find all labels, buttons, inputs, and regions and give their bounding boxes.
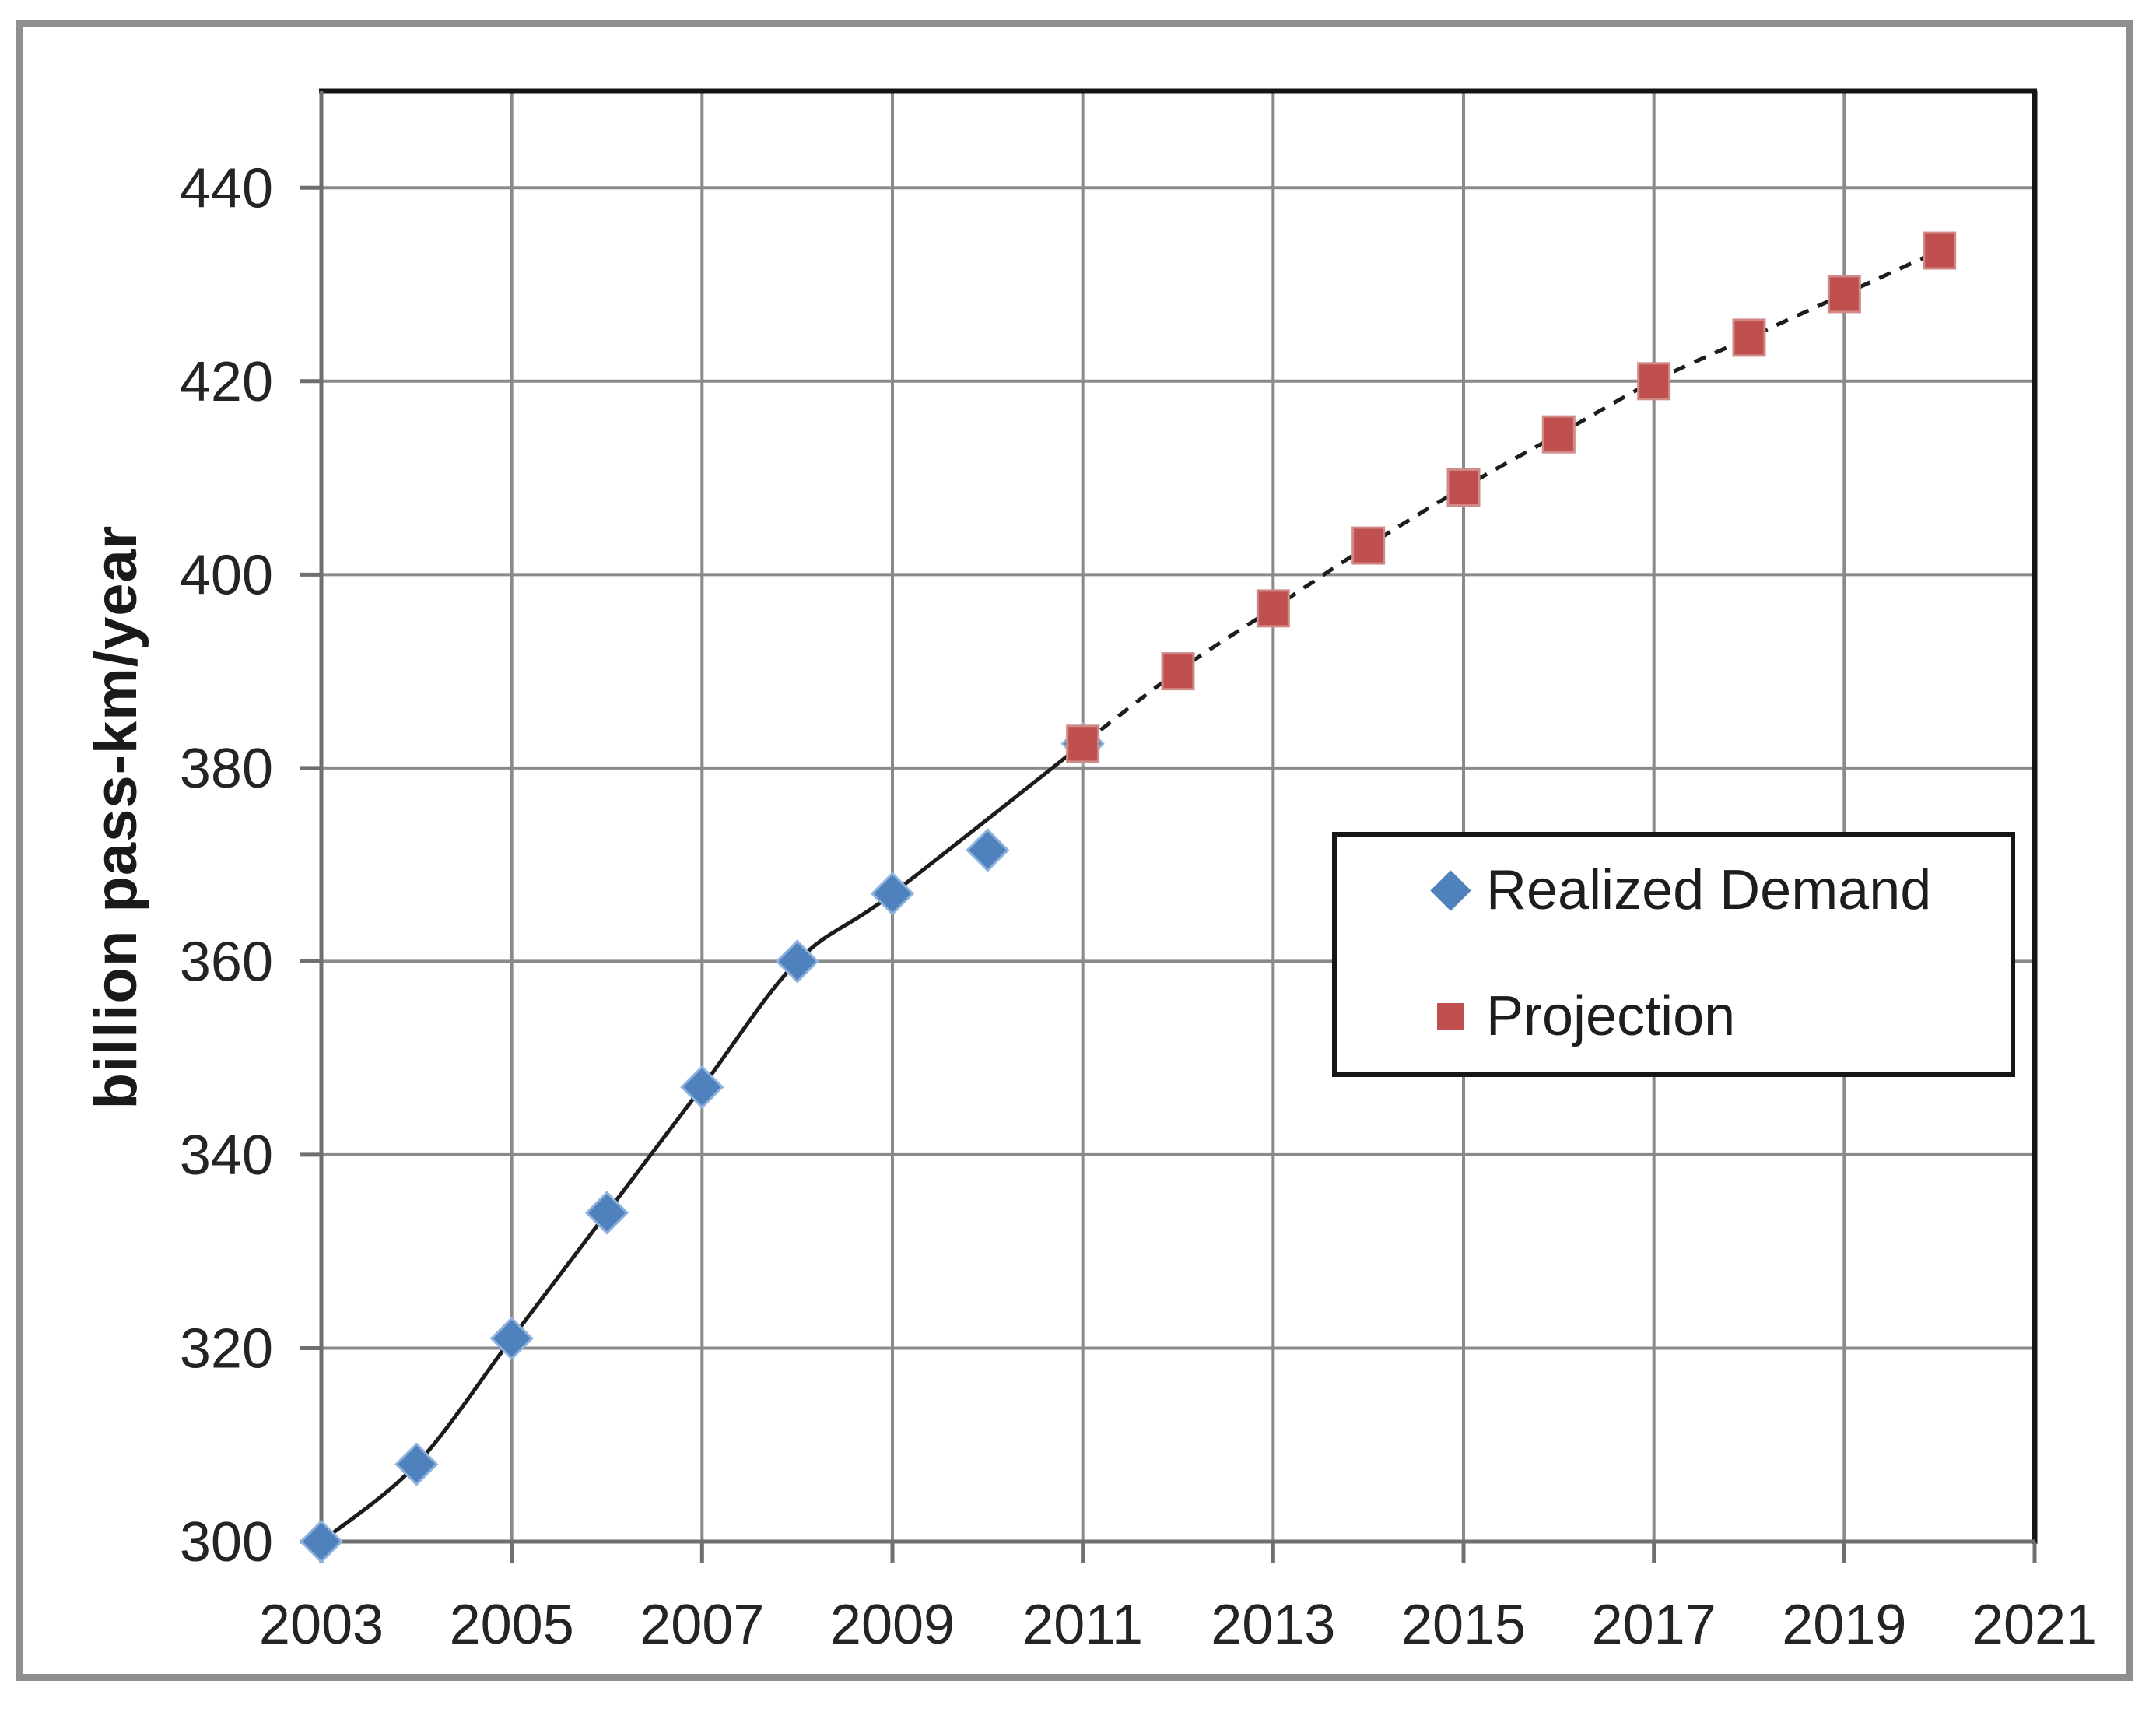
data-point-realized-2009 bbox=[870, 872, 915, 916]
data-point-projection-2015 bbox=[1446, 468, 1481, 507]
x-tick-label: 2019 bbox=[1782, 1594, 1906, 1656]
data-point-projection-2019 bbox=[1827, 275, 1861, 314]
data-point-projection-2014 bbox=[1351, 526, 1386, 565]
data-point-projection-2017 bbox=[1637, 362, 1671, 401]
data-point-projection-2013 bbox=[1256, 589, 1290, 628]
diamond-marker-icon bbox=[1429, 869, 1471, 911]
y-tick-label: 340 bbox=[180, 1124, 273, 1187]
data-point-realized-2007 bbox=[680, 1065, 724, 1110]
y-axis-title: billion pass-km/year bbox=[83, 524, 149, 1110]
y-tick-label: 380 bbox=[180, 738, 273, 800]
y-tick-label: 320 bbox=[180, 1317, 273, 1380]
x-tick-label: 2021 bbox=[1972, 1594, 2097, 1656]
legend-marker-cell bbox=[1430, 996, 1471, 1037]
legend-marker-cell bbox=[1429, 869, 1471, 911]
y-tick-label: 360 bbox=[180, 931, 273, 993]
data-point-projection-2011 bbox=[1066, 724, 1100, 763]
data-point-projection-2018 bbox=[1732, 318, 1766, 357]
legend-item-realized-demand: Realized Demand bbox=[1337, 847, 2011, 933]
legend: Realized Demand Projection bbox=[1332, 832, 2015, 1077]
x-tick-label: 2011 bbox=[1022, 1594, 1143, 1656]
x-tick-label: 2009 bbox=[830, 1594, 955, 1656]
data-point-projection-2012 bbox=[1161, 652, 1195, 691]
legend-item-projection: Projection bbox=[1337, 974, 2011, 1059]
y-tick-label: 420 bbox=[180, 351, 273, 413]
x-tick-label: 2005 bbox=[450, 1594, 574, 1656]
data-point-realized-2004 bbox=[394, 1442, 439, 1486]
data-point-realized-2005 bbox=[489, 1316, 534, 1361]
x-tick-label: 2007 bbox=[640, 1594, 764, 1656]
legend-label: Realized Demand bbox=[1486, 859, 1932, 921]
square-marker-icon bbox=[1436, 1002, 1464, 1030]
x-tick-label: 2015 bbox=[1401, 1594, 1526, 1656]
x-tick-label: 2013 bbox=[1211, 1594, 1335, 1656]
data-point-projection-2016 bbox=[1541, 415, 1576, 454]
y-tick-label: 440 bbox=[180, 157, 273, 219]
data-point-realized-2006 bbox=[584, 1191, 629, 1235]
x-tick-label: 2017 bbox=[1592, 1594, 1716, 1656]
y-tick-label: 400 bbox=[180, 544, 273, 606]
data-point-projection-2020 bbox=[1923, 231, 1957, 270]
data-point-realized-2010 bbox=[966, 828, 1010, 872]
data-point-realized-2003 bbox=[299, 1519, 344, 1564]
legend-label: Projection bbox=[1486, 985, 1736, 1047]
x-tick-label: 2003 bbox=[259, 1594, 384, 1656]
y-tick-label: 300 bbox=[180, 1511, 273, 1573]
series-line-projection bbox=[1082, 248, 1940, 745]
data-point-realized-2008 bbox=[775, 939, 819, 984]
